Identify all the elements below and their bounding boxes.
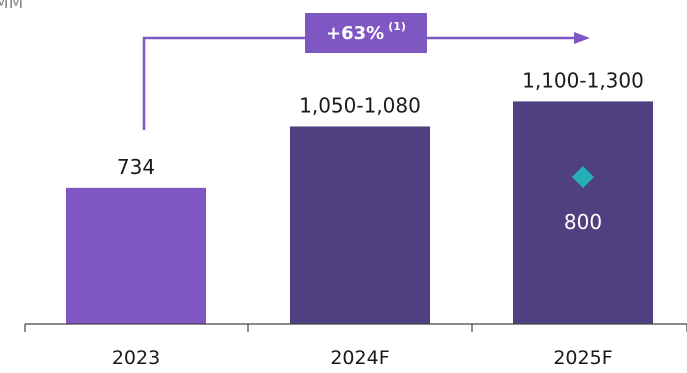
growth-arrow xyxy=(142,32,590,130)
bar-2024F xyxy=(290,126,430,324)
growth-badge-text: +63% xyxy=(326,22,385,44)
tick-label-2023: 2023 xyxy=(112,347,160,369)
growth-arrow-head xyxy=(574,32,590,44)
unit-label: MM xyxy=(0,0,24,13)
tick-label-2025F: 2025F xyxy=(553,347,612,369)
tick-label-2024F: 2024F xyxy=(330,347,389,369)
bars: 734 1,050-1,080 1,100-1,300 800 xyxy=(66,68,653,325)
bar-2023 xyxy=(66,187,206,324)
marker-label: 800 xyxy=(564,210,602,234)
marker-diamond xyxy=(572,166,594,188)
growth-badge: +63% (1) xyxy=(305,13,427,53)
x-axis: 2023 2024F 2025F xyxy=(24,323,687,369)
growth-arrow-line xyxy=(142,36,576,130)
growth-badge-footnote: (1) xyxy=(388,19,406,33)
value-label-2025F: 1,100-1,300 xyxy=(522,68,644,92)
value-label-2024F: 1,050-1,080 xyxy=(299,93,421,117)
value-label-2023: 734 xyxy=(117,155,155,179)
bar-2025F xyxy=(513,101,653,325)
